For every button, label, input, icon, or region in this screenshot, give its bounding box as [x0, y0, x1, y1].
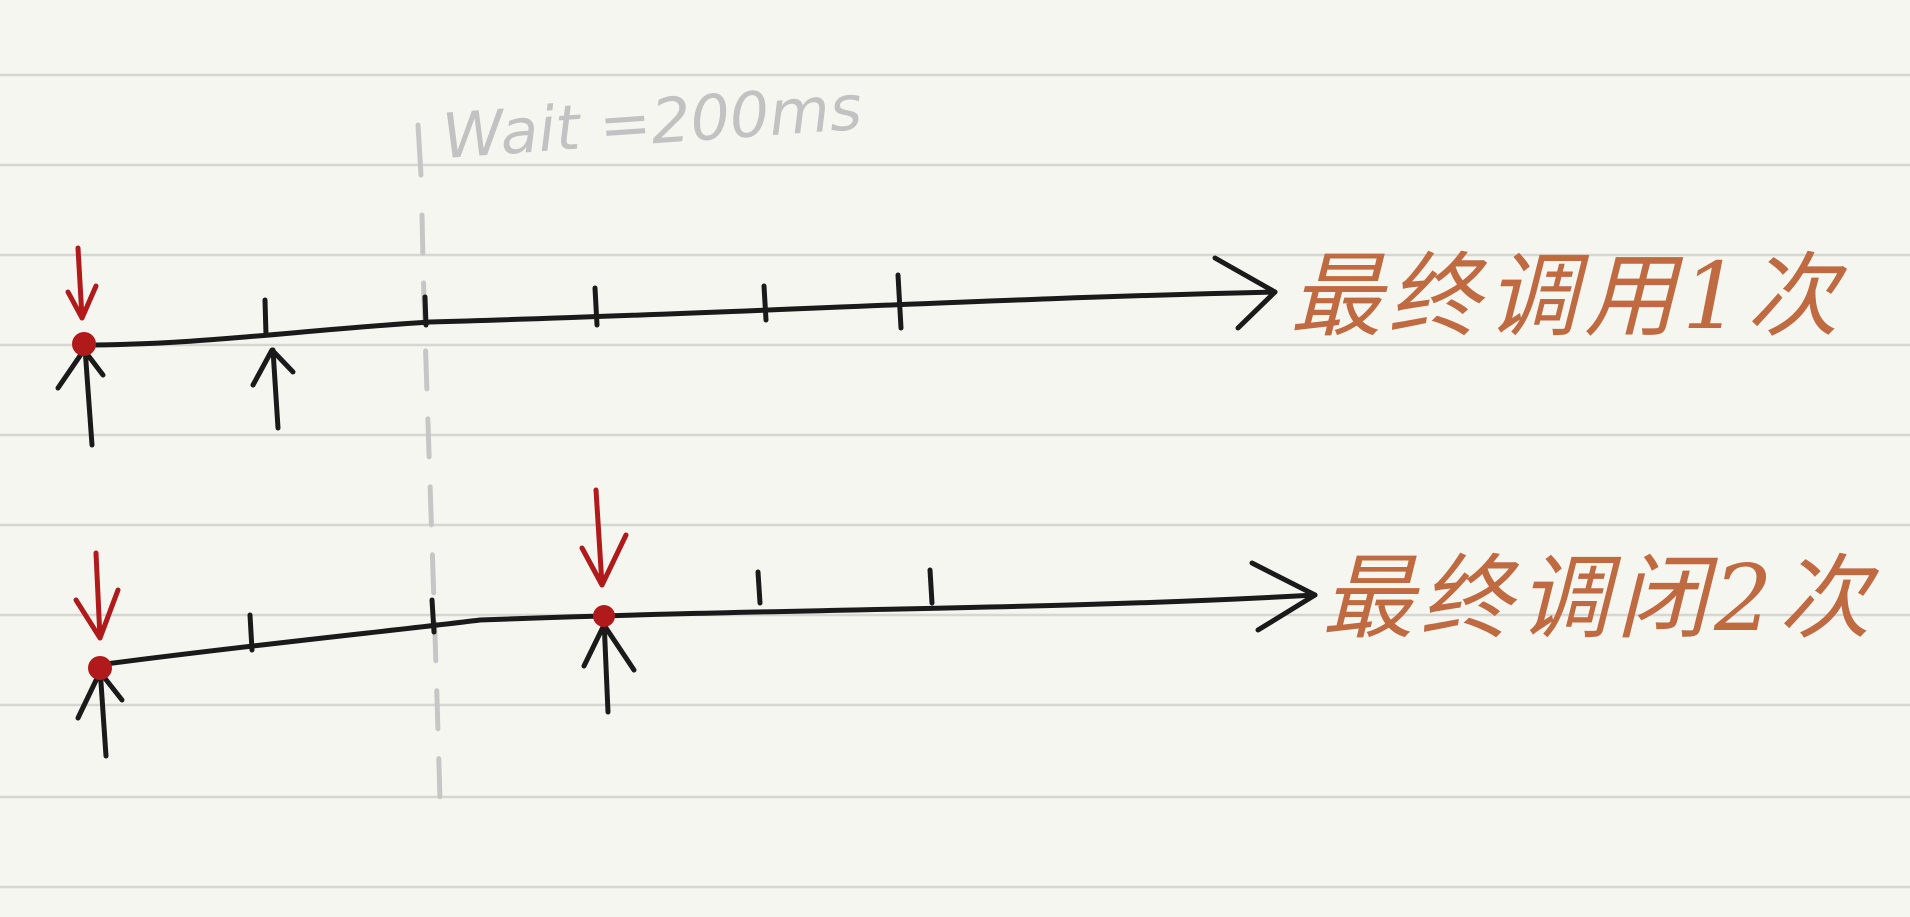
- timeline-2-trigger-arrow: [97, 665, 109, 759]
- timeline-1-tick: [592, 285, 600, 328]
- wait-boundary-tick: [415, 122, 424, 178]
- timeline-1-invocation-dot: [72, 332, 96, 356]
- timeline-1: [55, 255, 1278, 448]
- timeline-2-invocation: [73, 487, 629, 680]
- wait-dashed-line: [419, 212, 443, 803]
- timeline-1-invocation-arrow: [65, 245, 99, 321]
- timeline-1-tick: [895, 272, 904, 331]
- timeline-1-trigger-arrowhead: [55, 347, 106, 391]
- timeline-1-tick: [262, 297, 269, 338]
- timeline-1-arrowhead: [1212, 255, 1278, 331]
- timeline-2-invocation-dot: [88, 656, 112, 680]
- timeline-1-trigger-arrowhead: [250, 347, 296, 388]
- timeline-2-axis: [95, 592, 1318, 668]
- timeline-2-trigger-arrowhead: [581, 622, 637, 673]
- timeline-1-tick: [761, 283, 769, 323]
- timeline-2-arrowhead: [1249, 560, 1318, 633]
- timeline-1-trigger-arrow: [82, 345, 95, 448]
- wait-boundary: [415, 122, 443, 803]
- timeline-2-tick: [247, 612, 255, 653]
- timeline-2-label: 最终调闭2次: [1322, 545, 1880, 652]
- timeline-2-invocation-arrow: [73, 550, 121, 641]
- timeline-1-trigger-arrow: [270, 347, 281, 431]
- timeline-2-invocation-dot: [593, 605, 615, 627]
- timeline-2-trigger-arrow: [601, 617, 611, 715]
- ruled-lines: [0, 73, 1910, 889]
- timeline-2-invocation-arrow: [579, 487, 629, 588]
- timeline-1-invocation: [65, 245, 99, 356]
- timeline-1-label: 最终调用1次: [1290, 243, 1848, 350]
- timeline-2: [75, 560, 1318, 759]
- wait-label: Wait =200ms: [440, 71, 864, 173]
- timeline-1-tick: [422, 294, 429, 328]
- timeline-2-tick: [927, 567, 935, 606]
- timeline-1-axis: [79, 289, 1278, 348]
- timeline-2-tick: [429, 597, 437, 635]
- timeline-2-tick: [755, 569, 763, 606]
